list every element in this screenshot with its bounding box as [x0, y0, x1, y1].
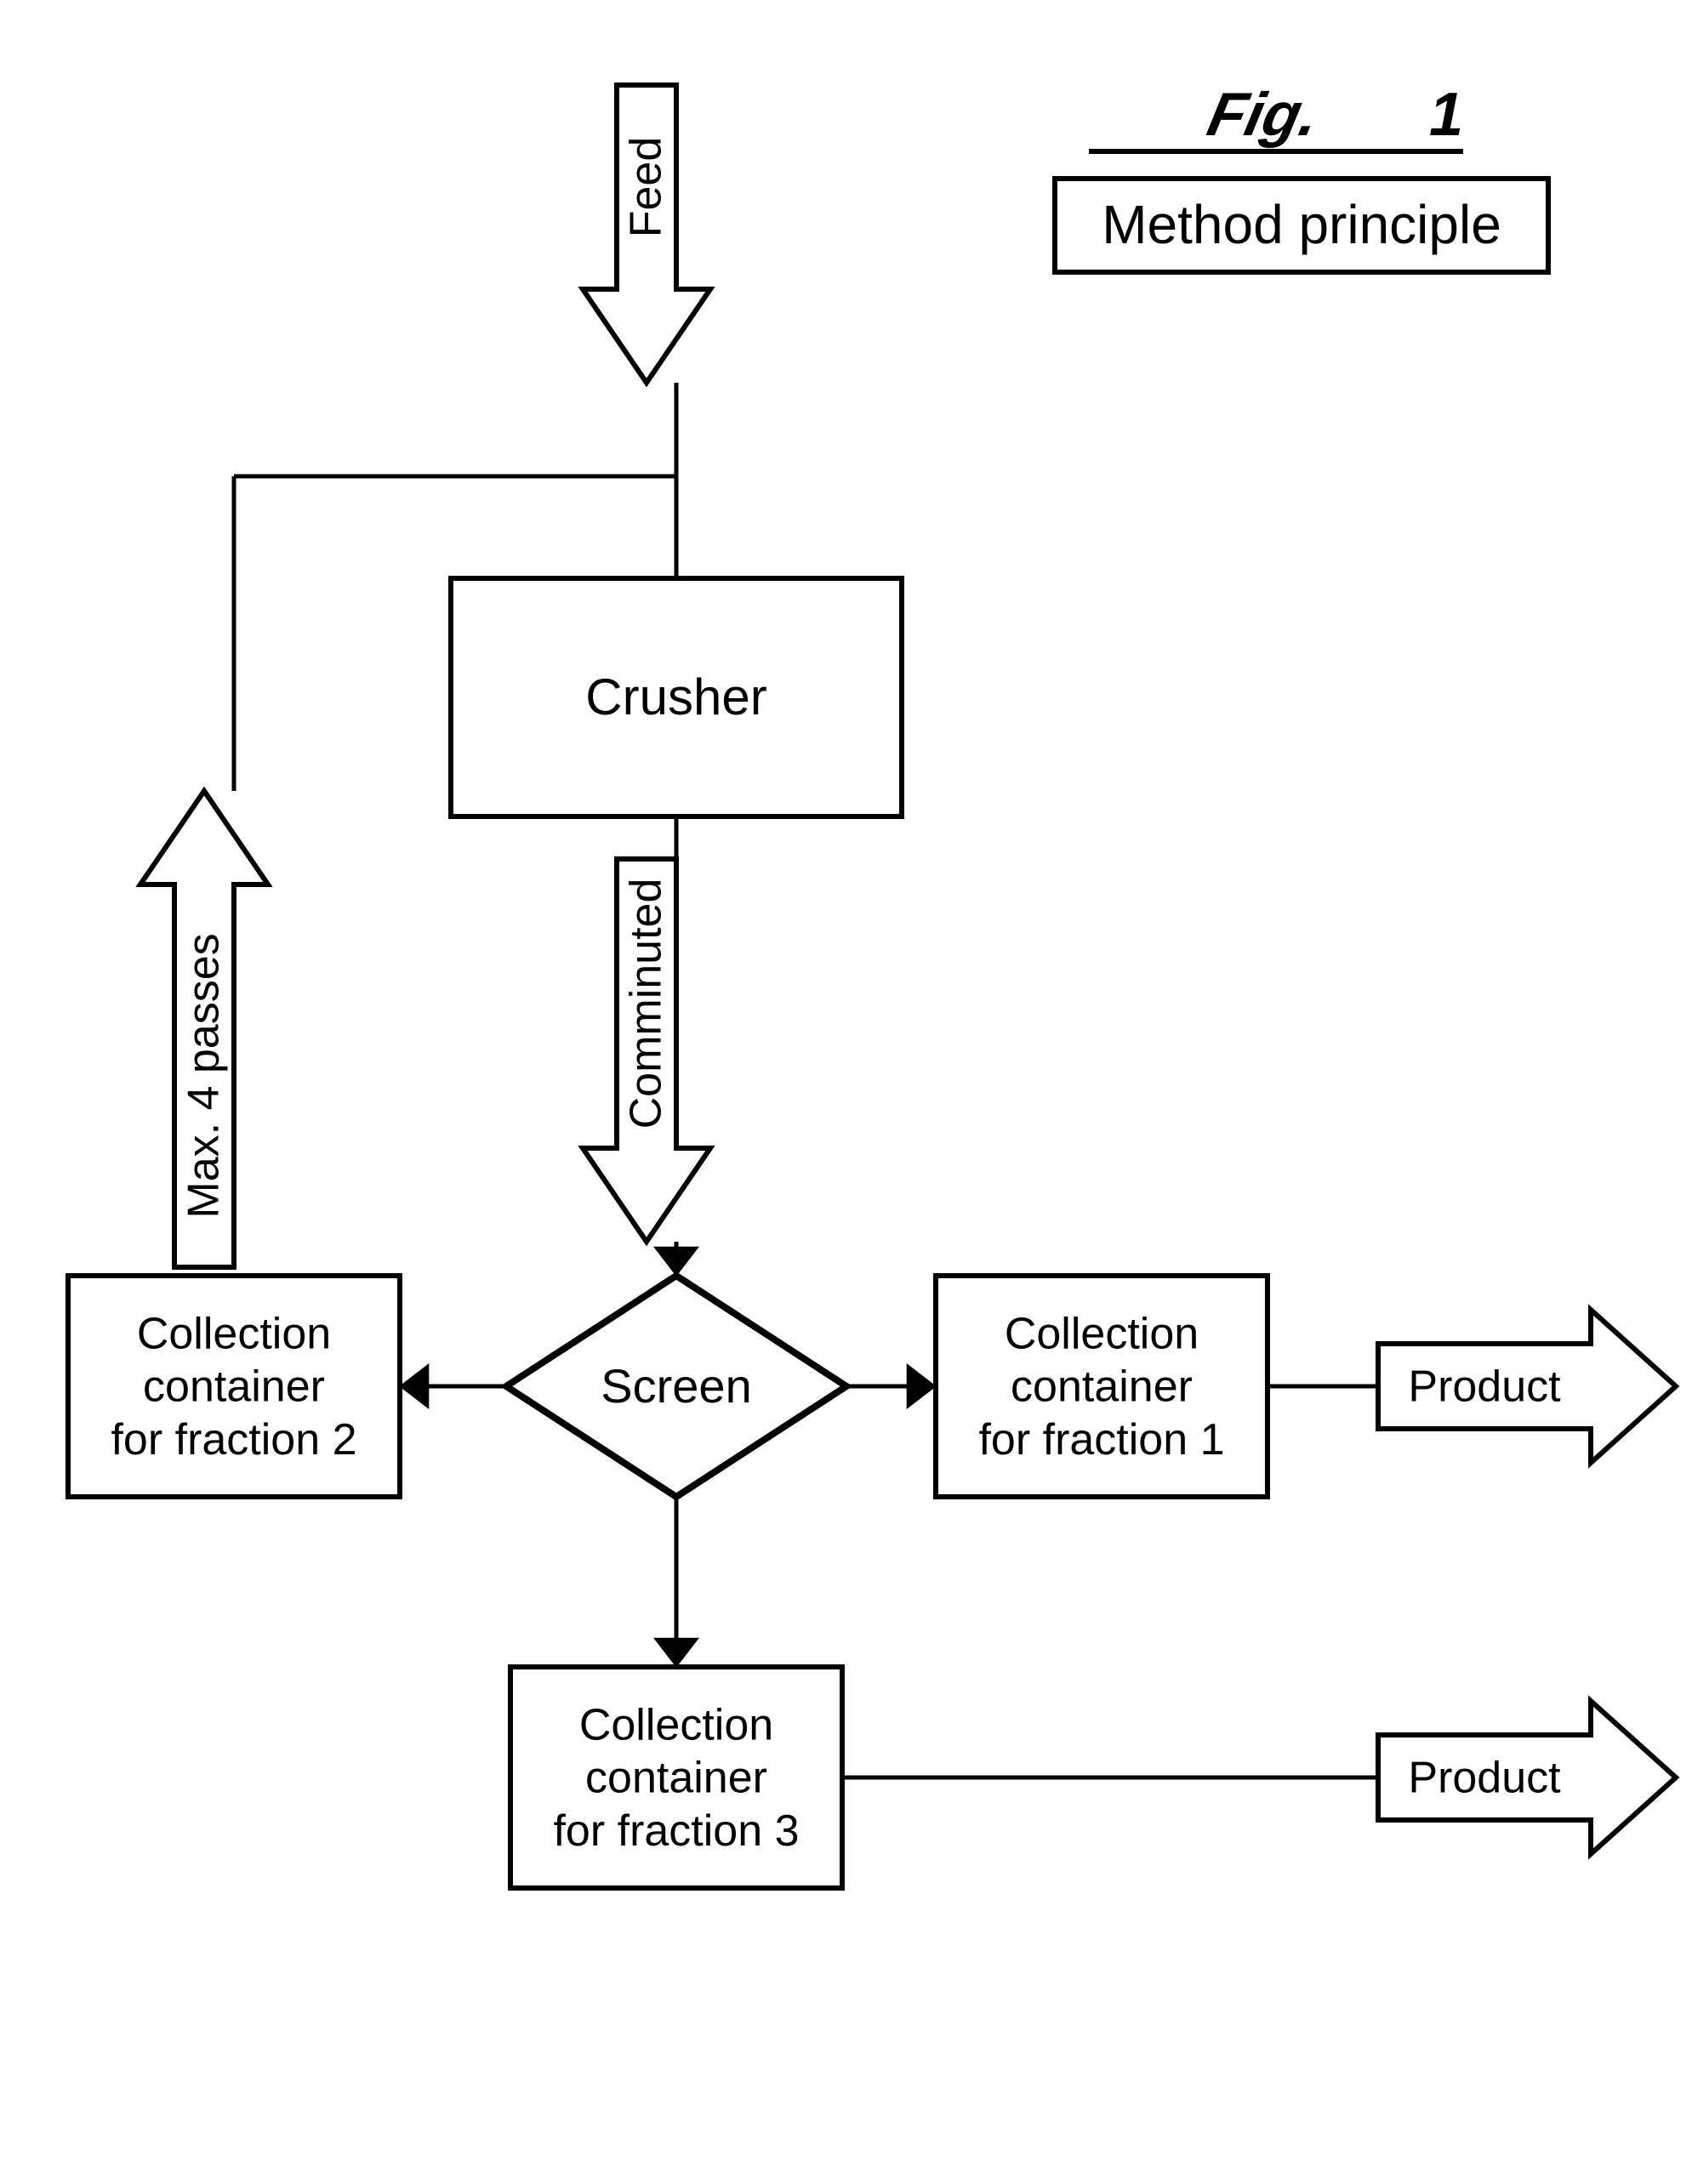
screen-diamond-label: Screen: [601, 1359, 751, 1413]
arrowhead: [400, 1364, 429, 1408]
max-passes-arrow-label: Max. 4 passes: [179, 933, 229, 1218]
title-box-label: Method principle: [1102, 194, 1501, 255]
feed-arrow-label: Feed: [622, 137, 671, 238]
fraction-3-box-line-1: container: [585, 1754, 767, 1803]
fraction-2-box-line-1: container: [143, 1362, 325, 1412]
fraction-3-box-line-2: for fraction 3: [553, 1806, 799, 1856]
comminuted-arrow-label: Comminuted: [622, 879, 671, 1129]
fraction-1-box-line-0: Collection: [1005, 1309, 1199, 1358]
product-3-arrow-label: Product: [1408, 1754, 1561, 1803]
figure-label-prefix: Fig.: [1202, 81, 1325, 149]
arrowhead: [654, 1247, 698, 1276]
crusher-box-label: Crusher: [585, 668, 766, 725]
fraction-3-box-line-0: Collection: [579, 1700, 773, 1749]
arrowhead: [654, 1638, 698, 1667]
fraction-2-box-line-2: for fraction 2: [111, 1415, 356, 1465]
product-1-arrow-label: Product: [1408, 1362, 1561, 1412]
fraction-1-box-line-1: container: [1011, 1362, 1193, 1412]
figure-label: Fig. 1: [1202, 81, 1463, 149]
fraction-1-box-line-2: for fraction 1: [978, 1415, 1224, 1465]
figure-label-number: 1: [1429, 81, 1463, 149]
fraction-2-box-line-0: Collection: [137, 1309, 331, 1358]
arrowhead: [907, 1364, 936, 1408]
